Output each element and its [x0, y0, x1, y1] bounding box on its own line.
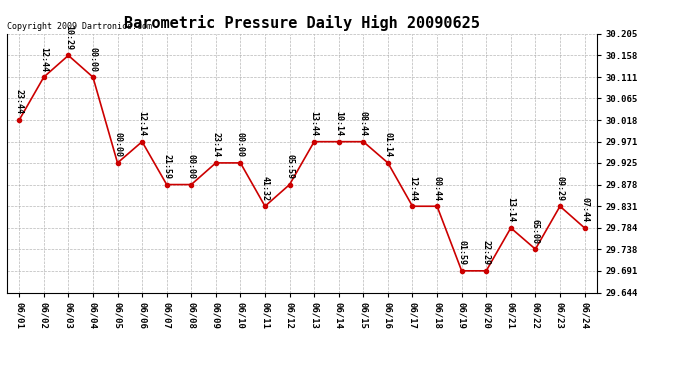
Text: 65:00: 65:00	[531, 219, 540, 244]
Text: 10:29: 10:29	[64, 25, 73, 50]
Text: 21:59: 21:59	[162, 154, 171, 179]
Text: 00:00: 00:00	[113, 132, 122, 158]
Text: 23:14: 23:14	[211, 132, 220, 158]
Text: 01:59: 01:59	[457, 240, 466, 265]
Text: 08:44: 08:44	[359, 111, 368, 136]
Text: 13:44: 13:44	[310, 111, 319, 136]
Text: 23:44: 23:44	[14, 90, 23, 114]
Text: 00:44: 00:44	[433, 176, 442, 201]
Text: 22:29: 22:29	[482, 240, 491, 265]
Text: 00:00: 00:00	[88, 46, 97, 72]
Text: 05:59: 05:59	[285, 154, 294, 179]
Text: 10:14: 10:14	[334, 111, 343, 136]
Text: 01:14: 01:14	[384, 132, 393, 158]
Text: 12:44: 12:44	[408, 176, 417, 201]
Text: 12:44: 12:44	[39, 46, 48, 72]
Text: 41:32: 41:32	[261, 176, 270, 201]
Text: 00:00: 00:00	[236, 132, 245, 158]
Title: Barometric Pressure Daily High 20090625: Barometric Pressure Daily High 20090625	[124, 15, 480, 31]
Text: 09:29: 09:29	[555, 176, 564, 201]
Text: 00:00: 00:00	[187, 154, 196, 179]
Text: 13:14: 13:14	[506, 197, 515, 222]
Text: Copyright 2009 Dartronics.com: Copyright 2009 Dartronics.com	[7, 22, 152, 31]
Text: 07:44: 07:44	[580, 197, 589, 222]
Text: 12:14: 12:14	[137, 111, 146, 136]
